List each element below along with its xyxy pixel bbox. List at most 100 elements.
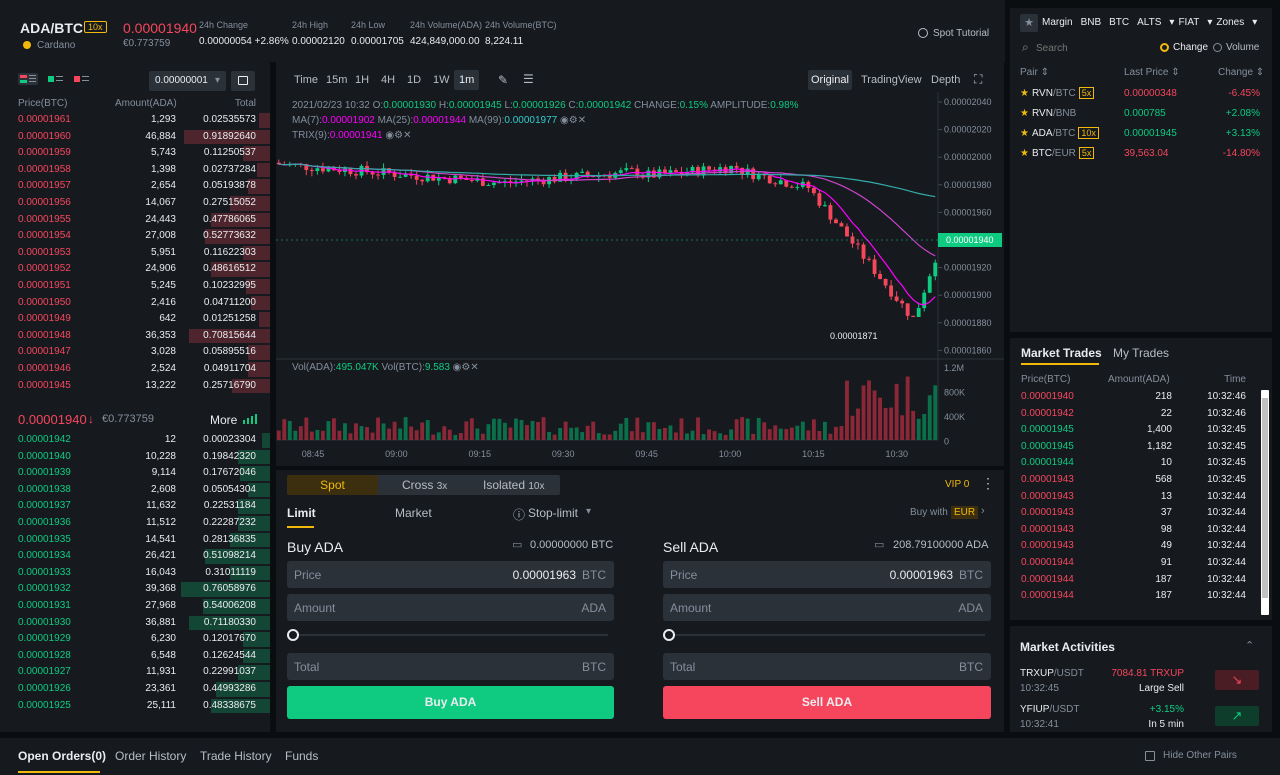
ask-row[interactable]: 0.00001955 24,443 0.47786065 [0,212,270,229]
market-tab-alts[interactable]: ALTS [1137,17,1162,28]
book-asks-icon[interactable] [72,73,90,85]
sell-price-input[interactable]: Price 0.00001963 BTC [663,561,991,588]
buy-amount-input[interactable]: Amount ADA [287,594,614,621]
hide-pairs-checkbox[interactable] [1145,751,1155,761]
bid-row[interactable]: 0.00001928 6,548 0.12624544 [0,648,270,665]
print-icon[interactable] [231,71,255,91]
bid-row[interactable]: 0.00001940 10,228 0.19842320 [0,449,270,466]
ask-row[interactable]: 0.00001959 5,743 0.11250537 [0,145,270,162]
sort-change[interactable]: Change ⇕ [1218,67,1265,78]
market-tab-bnb[interactable]: BNB [1080,17,1102,28]
order-type-market[interactable]: Market [395,506,432,520]
market-tab-fiat[interactable]: FIAT [1178,17,1200,28]
bid-row[interactable]: 0.00001938 2,608 0.05054304 [0,482,270,499]
order-type-limit[interactable]: Limit [287,506,316,520]
bid-row[interactable]: 0.00001930 36,881 0.71180330 [0,615,270,632]
spot-tutorial-link[interactable]: Spot Tutorial [933,28,990,39]
interval-tab-1w[interactable]: 1W [433,74,450,86]
ask-row[interactable]: 0.00001946 2,524 0.04911704 [0,361,270,378]
radio-change[interactable] [1160,43,1169,52]
market-tab-margin[interactable]: Margin [1042,17,1073,28]
bid-row[interactable]: 0.00001937 11,632 0.22531184 [0,498,270,515]
bottom-tab-1[interactable]: Order History [115,749,187,763]
ask-row[interactable]: 0.00001950 2,416 0.04711200 [0,295,270,312]
buy-price-input[interactable]: Price 0.00001963 BTC [287,561,614,588]
bid-row[interactable]: 0.00001935 14,541 0.28136835 [0,532,270,549]
pair-row[interactable]: ★ RVN/BNB 0.000785 +2.08% [1010,108,1272,126]
ask-row[interactable]: 0.00001958 1,398 0.02737284 [0,162,270,179]
buy-slider-track[interactable] [293,634,608,636]
radio-volume[interactable] [1213,43,1222,52]
radio-volume-label[interactable]: Volume [1226,42,1260,53]
interval-tab-1m[interactable]: 1m [454,70,480,90]
precision-select[interactable]: 0.00000001 ▾ [149,71,226,91]
settings-sliders-icon[interactable]: ☰ [523,72,534,86]
tab-cross[interactable]: Cross 3x [402,478,448,492]
bid-row[interactable]: 0.00001934 26,421 0.51098214 [0,548,270,565]
view-depth[interactable]: Depth [931,74,961,86]
sort-last-price[interactable]: Last Price ⇕ [1124,67,1180,78]
ask-row[interactable]: 0.00001953 5,951 0.11622303 [0,245,270,262]
bid-row[interactable]: 0.00001929 6,230 0.12017670 [0,631,270,648]
favorite-star-icon[interactable]: ★ [1020,148,1029,159]
bid-row[interactable]: 0.00001931 27,968 0.54006208 [0,598,270,615]
fullscreen-icon[interactable]: ⛶ [974,72,983,86]
market-tab-zones[interactable]: Zones [1216,17,1245,28]
market-tab-btc[interactable]: BTC [1109,17,1130,28]
sell-amount-input[interactable]: Amount ADA [663,594,991,621]
close-icon[interactable]: ✕ [470,362,479,373]
buy-button[interactable]: Buy ADA [287,686,614,719]
bottom-tab-2[interactable]: Trade History [200,749,272,763]
ask-row[interactable]: 0.00001948 36,353 0.70815644 [0,328,270,345]
close-icon[interactable]: ✕ [577,115,587,126]
eye-icon[interactable]: ◉ [452,362,462,373]
book-both-icon[interactable] [18,73,38,85]
bid-row[interactable]: 0.00001925 25,111 0.48338675 [0,698,270,715]
ask-row[interactable]: 0.00001949 642 0.01251258 [0,311,270,328]
eye-icon[interactable]: ◉ [560,115,569,126]
ask-row[interactable]: 0.00001956 14,067 0.27515052 [0,195,270,212]
scrollbar[interactable] [1261,390,1269,615]
chevron-right-icon[interactable]: › [981,505,985,517]
order-type-stop-limit[interactable]: Stop-limit [528,506,579,520]
ask-row[interactable]: 0.00001954 27,008 0.52773632 [0,228,270,245]
draw-pencil-icon[interactable]: ✎ [498,73,509,87]
bid-row[interactable]: 0.00001933 16,043 0.31011119 [0,565,270,582]
bid-row[interactable]: 0.00001942 12 0.00023304 [0,432,270,449]
ask-row[interactable]: 0.00001947 3,028 0.05895516 [0,344,270,361]
close-icon[interactable]: ✕ [403,130,412,141]
buy-total-input[interactable]: Total BTC [287,653,614,680]
sell-slider-track[interactable] [669,634,985,636]
sell-total-input[interactable]: Total BTC [663,653,991,680]
hide-pairs-label[interactable]: Hide Other Pairs [1163,750,1237,761]
more-vertical-icon[interactable]: ⋮ [981,475,995,491]
bid-row[interactable]: 0.00001932 39,368 0.76058976 [0,581,270,598]
sell-button[interactable]: Sell ADA [663,686,991,719]
interval-tab-time[interactable]: Time [294,74,319,86]
currency-badge[interactable]: EUR [951,506,979,519]
gear-icon[interactable]: ⚙ [568,115,578,126]
bid-row[interactable]: 0.00001939 9,114 0.17672046 [0,465,270,482]
favorite-star-icon[interactable]: ★ [1020,88,1029,99]
search-input[interactable] [1036,41,1146,55]
bottom-tab-3[interactable]: Funds [285,749,319,763]
interval-tab-15m[interactable]: 15m [326,74,348,86]
buy-slider-handle[interactable] [287,629,299,641]
star-icon[interactable]: ★ [1020,14,1038,32]
eye-icon[interactable]: ◉ [385,130,395,141]
tab-my-trades[interactable]: My Trades [1113,346,1170,360]
bid-row[interactable]: 0.00001927 11,931 0.22991037 [0,664,270,681]
interval-tab-1d[interactable]: 1D [407,74,422,86]
ask-row[interactable]: 0.00001945 13,222 0.25716790 [0,378,270,395]
coin-name[interactable]: Cardano [37,40,76,51]
bid-row[interactable]: 0.00001936 11,512 0.22287232 [0,515,270,532]
ask-row[interactable]: 0.00001961 1,293 0.02535573 [0,112,270,129]
favorite-star-icon[interactable]: ★ [1020,128,1029,139]
tab-spot[interactable]: Spot [287,475,378,495]
favorite-star-icon[interactable]: ★ [1020,108,1029,119]
ask-row[interactable]: 0.00001957 2,654 0.05193878 [0,178,270,195]
view-tradingview[interactable]: TradingView [861,74,922,86]
interval-tab-4h[interactable]: 4H [381,74,396,86]
gear-icon[interactable]: ⚙ [394,130,404,141]
bid-row[interactable]: 0.00001926 23,361 0.44993286 [0,681,270,698]
